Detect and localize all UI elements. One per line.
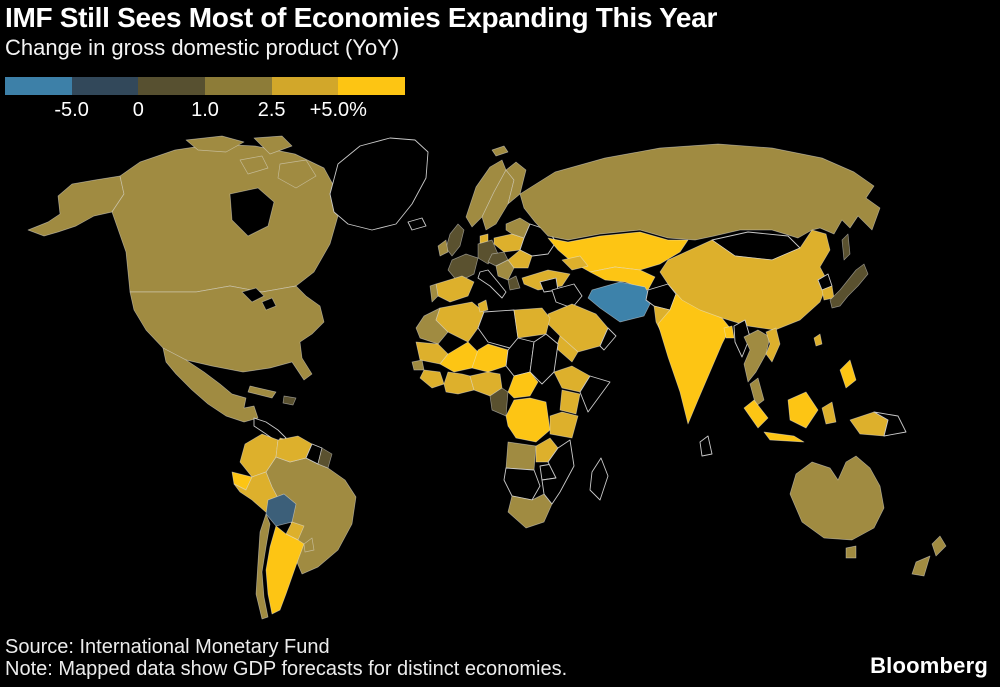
region-central-african-republic [507,371,539,399]
region-philippines [839,359,857,389]
legend-swatch-4 [271,77,339,95]
region-ireland [437,239,449,257]
chart-title: IMF Still Sees Most of Economies Expandi… [5,2,718,33]
legend-swatch-5 [338,77,406,95]
region-libya [477,309,519,349]
region-somalia [579,375,611,413]
region-iraq [551,283,583,309]
region-italy [477,269,507,299]
region-borneo [787,391,819,429]
world-choropleth-map [0,132,1000,624]
region-angola [505,441,537,471]
region-arctic-island-1 [185,135,245,153]
region-greenland [329,137,429,231]
region-uk [445,223,465,257]
region-balkans [495,259,515,281]
region-baffin-island [277,159,317,189]
region-russia [519,143,881,241]
legend-tick: -5.0 [54,99,89,121]
chart-footer: Source: International Monetary Fund Note… [5,636,567,681]
region-caucasus [561,255,589,271]
region-great-lake-1 [241,287,265,303]
region-colombia [239,433,279,478]
region-iceland [407,217,427,231]
legend-swatch-3 [205,77,272,95]
region-south-africa [507,493,553,529]
region-sulawesi [821,401,837,425]
region-argentina [265,525,305,615]
region-sri-lanka [699,435,713,457]
region-madagascar [589,457,609,501]
region-myanmar [733,319,751,358]
source-text: Source: International Monetary Fund [5,635,330,658]
region-turkey [521,269,571,291]
legend-tick: 0 [132,99,144,121]
region-new-zealand-north [931,535,947,557]
region-namibia-botswana [503,467,541,501]
region-drc [505,397,551,443]
region-hispaniola [282,395,297,406]
color-scale-legend: -5.0 0 1.0 2.5 +5.0% [5,77,406,123]
region-vietnam [765,327,781,363]
region-victoria-island [239,155,269,175]
region-australia [789,455,885,541]
region-sakhalin [841,233,851,261]
region-great-lake-2 [261,297,277,311]
legend-swatch-1 [71,77,139,95]
region-tunisia [477,299,489,313]
region-tanzania [549,411,579,439]
region-sudan [529,333,559,385]
region-egypt [513,307,551,339]
legend-swatch-0 [5,77,72,95]
region-thailand-laos [743,329,771,383]
region-algeria [435,301,485,343]
region-uruguay [303,537,315,553]
region-malay-peninsula [749,377,765,407]
region-mozambique [541,439,575,505]
region-senegal [411,359,425,371]
legend-tick-labels: -5.0 0 1.0 2.5 +5.0% [5,95,405,123]
legend-color-bar [5,77,406,95]
legend-tick: +5.0% [309,99,367,121]
region-ivory-ghana [443,371,475,395]
region-sumatra [743,399,769,429]
region-greece [507,275,521,291]
region-arctic-island-2 [253,135,293,155]
chart-header: IMF Still Sees Most of Economies Expandi… [5,2,717,61]
region-tasmania [845,545,857,559]
region-usa [129,285,325,381]
region-oman [599,327,617,351]
region-java [763,431,805,443]
region-bangladesh [723,325,735,339]
note-text: Note: Mapped data show GDP forecasts for… [5,658,568,681]
region-suriname [317,447,333,469]
region-hudson-bay [229,187,275,237]
region-japan [829,263,869,309]
legend-swatch-2 [138,77,206,95]
region-central-asia [589,266,656,291]
region-chile [255,513,271,620]
region-kenya [559,389,581,415]
region-svalbard [491,145,509,157]
region-new-zealand-south [911,555,931,577]
chart-subtitle: Change in gross domestic product (YoY) [5,35,400,61]
bloomberg-logo: Bloomberg [870,653,988,678]
region-papua-new-guinea [873,411,907,437]
region-guinea [419,369,445,389]
region-spain [435,275,475,303]
legend-tick: 2.5 [257,99,286,121]
region-cuba [247,385,277,399]
legend-tick: 1.0 [191,99,219,121]
region-mexico [162,347,259,423]
region-france [447,253,479,283]
region-iran [587,281,653,323]
region-portugal [429,283,439,303]
region-alaska [27,175,125,237]
region-taiwan [813,333,823,347]
region-cameroon-gabon [489,387,509,417]
region-niger [471,343,509,373]
